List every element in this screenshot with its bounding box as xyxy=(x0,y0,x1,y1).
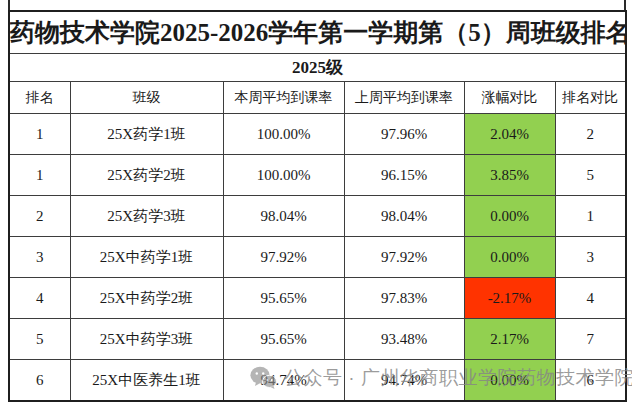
rank-cell: 5 xyxy=(9,319,70,360)
last-week-rate-cell: 97.96% xyxy=(344,114,464,155)
class-cell: 25X中药学2班 xyxy=(70,278,223,319)
class-cell: 25X药学1班 xyxy=(70,114,223,155)
class-cell: 25X药学2班 xyxy=(70,155,223,196)
class-cell: 25X中药学3班 xyxy=(70,319,223,360)
rank-cell: 3 xyxy=(9,237,70,278)
col-header-this-week-rate: 本周平均到课率 xyxy=(223,82,344,114)
table-row: 3 25X中药学1班 97.92% 97.92% 0.00% 3 xyxy=(9,237,626,278)
last-week-rate-cell: 94.74% xyxy=(344,360,464,402)
table-row: 6 25X中医养生1班 94.74% 94.74% 0.00% 6 xyxy=(9,360,626,402)
col-header-rank-compare: 排名对比 xyxy=(555,82,626,114)
class-ranking-table: 药物技术学院2025-2026学年第一学期第（5）周班级排名公示 2025级 排… xyxy=(8,10,627,402)
rank-compare-cell: 2 xyxy=(555,114,626,155)
this-week-rate-cell: 100.00% xyxy=(223,114,344,155)
table-row: 1 25X药学1班 100.00% 97.96% 2.04% 2 xyxy=(9,114,626,155)
last-week-rate-cell: 98.04% xyxy=(344,196,464,237)
last-week-rate-cell: 97.83% xyxy=(344,278,464,319)
table-row: 1 25X药学2班 100.00% 96.15% 3.85% 5 xyxy=(9,155,626,196)
rank-cell: 6 xyxy=(9,360,70,402)
table-row: 2 25X药学3班 98.04% 98.04% 0.00% 1 xyxy=(9,196,626,237)
rank-compare-cell: 5 xyxy=(555,155,626,196)
table-row: 4 25X中药学2班 95.65% 97.83% -2.17% 4 xyxy=(9,278,626,319)
class-cell: 25X中药学1班 xyxy=(70,237,223,278)
ranking-announcement-sheet: 药物技术学院2025-2026学年第一学期第（5）周班级排名公示 2025级 排… xyxy=(0,0,632,408)
this-week-rate-cell: 100.00% xyxy=(223,155,344,196)
last-week-rate-cell: 93.48% xyxy=(344,319,464,360)
rank-cell: 1 xyxy=(9,114,70,155)
rank-cell: 4 xyxy=(9,278,70,319)
rank-compare-cell: 1 xyxy=(555,196,626,237)
change-cell: 2.04% xyxy=(464,114,555,155)
rank-cell: 1 xyxy=(9,155,70,196)
last-week-rate-cell: 97.92% xyxy=(344,237,464,278)
last-week-rate-cell: 96.15% xyxy=(344,155,464,196)
col-header-last-week-rate: 上周平均到课率 xyxy=(344,82,464,114)
this-week-rate-cell: 95.65% xyxy=(223,319,344,360)
class-cell: 25X药学3班 xyxy=(70,196,223,237)
change-cell: 0.00% xyxy=(464,360,555,402)
rank-compare-cell: 3 xyxy=(555,237,626,278)
change-cell: 3.85% xyxy=(464,155,555,196)
rank-compare-cell: 7 xyxy=(555,319,626,360)
rank-compare-cell: 6 xyxy=(555,360,626,402)
table-header-row: 排名 班级 本周平均到课率 上周平均到课率 涨幅对比 排名对比 xyxy=(9,82,626,114)
change-cell: 2.17% xyxy=(464,319,555,360)
table-row: 5 25X中药学3班 95.65% 93.48% 2.17% 7 xyxy=(9,319,626,360)
col-header-change: 涨幅对比 xyxy=(464,82,555,114)
rank-compare-cell: 4 xyxy=(555,278,626,319)
page-title: 药物技术学院2025-2026学年第一学期第（5）周班级排名公示 xyxy=(9,11,626,54)
this-week-rate-cell: 98.04% xyxy=(223,196,344,237)
change-cell: 0.00% xyxy=(464,237,555,278)
class-cell: 25X中医养生1班 xyxy=(70,360,223,402)
this-week-rate-cell: 94.74% xyxy=(223,360,344,402)
change-cell: 0.00% xyxy=(464,196,555,237)
rank-cell: 2 xyxy=(9,196,70,237)
col-header-class: 班级 xyxy=(70,82,223,114)
col-header-rank: 排名 xyxy=(9,82,70,114)
grade-section-header: 2025级 xyxy=(9,54,626,82)
this-week-rate-cell: 95.65% xyxy=(223,278,344,319)
change-cell: -2.17% xyxy=(464,278,555,319)
this-week-rate-cell: 97.92% xyxy=(223,237,344,278)
